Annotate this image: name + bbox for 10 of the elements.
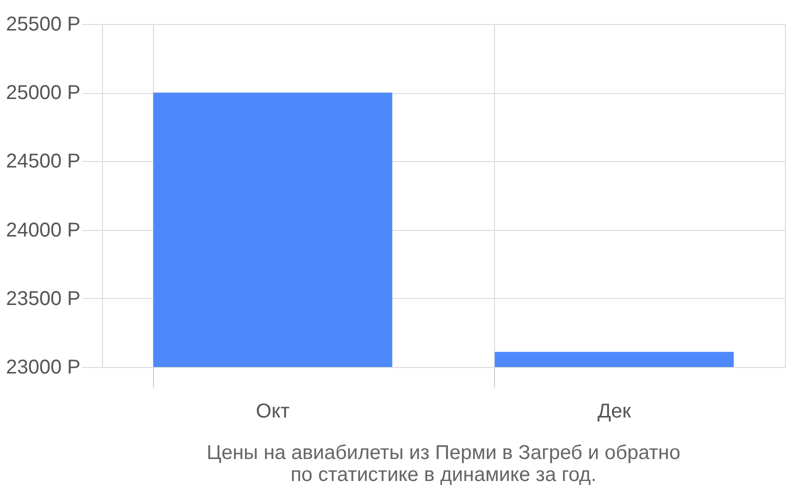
y-tick-label: 23000 Р xyxy=(6,356,80,378)
y-tick-label: 25000 Р xyxy=(6,82,80,104)
x-tick-label: Дек xyxy=(598,400,632,422)
y-tick-label: 24000 Р xyxy=(6,219,80,242)
y-tick-label: 25500 Р xyxy=(6,14,80,36)
y-tick-label: 24500 Р xyxy=(6,150,80,173)
text: по статистике в динамике за год. xyxy=(290,464,596,486)
text: Цены на авиабилеты из Перми в Загреб и обратно xyxy=(206,442,680,464)
y-tick-label: 23500 Р xyxy=(6,288,80,310)
x-tick-label: Окт xyxy=(256,400,290,422)
